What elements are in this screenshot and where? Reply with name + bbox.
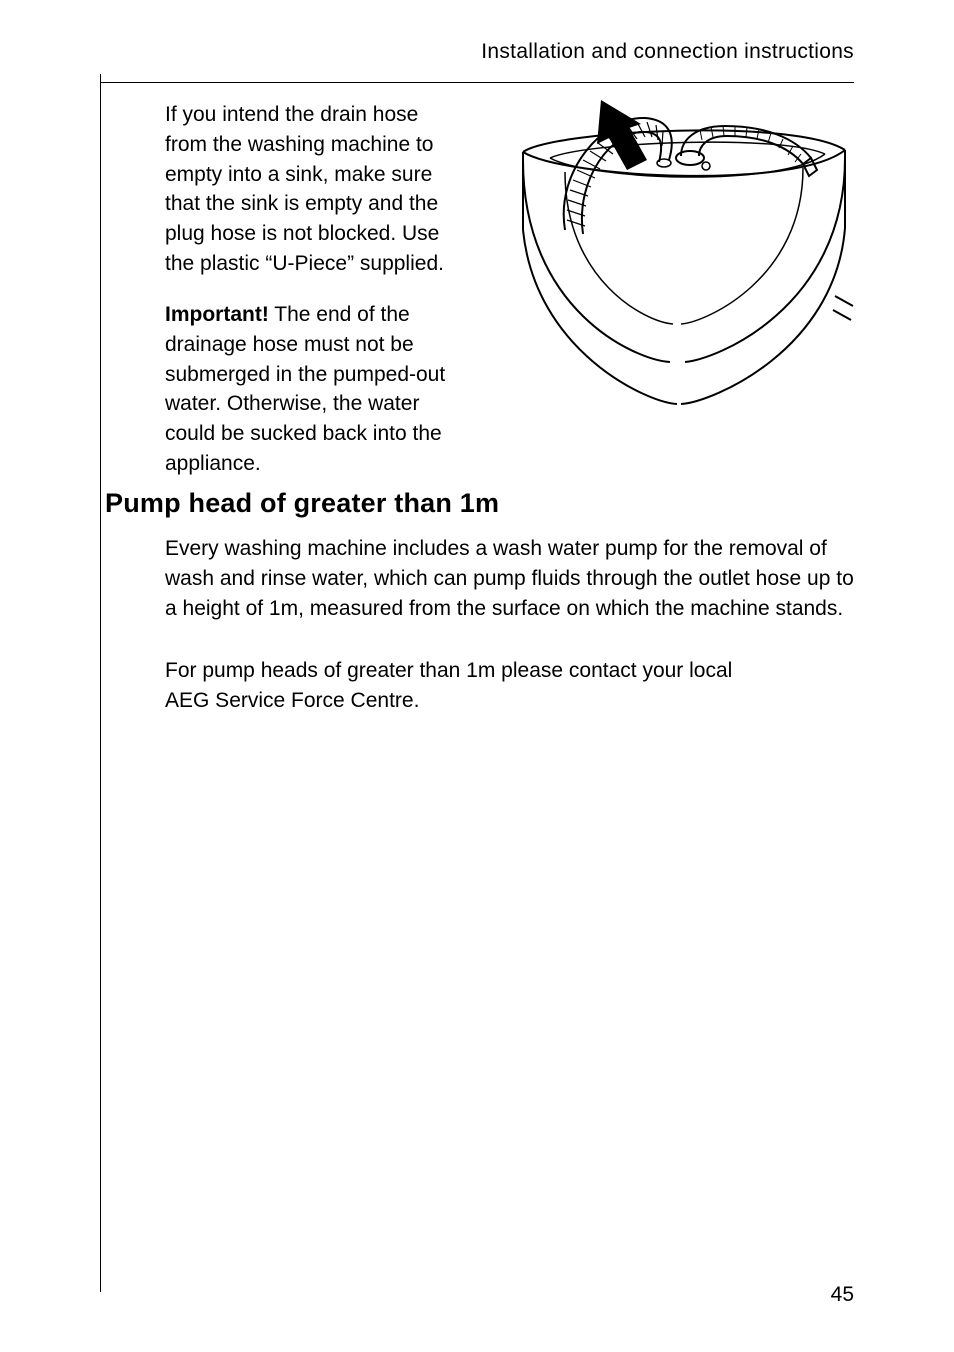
sink-diagram-icon: [495, 100, 860, 430]
paragraph-pump-info: Every washing machine includes a wash wa…: [165, 534, 855, 623]
paragraph-drain-hose: If you intend the drain hose from the wa…: [165, 100, 465, 279]
page-number: 45: [831, 1283, 854, 1307]
section-heading: Pump head of greater than 1m: [105, 488, 499, 519]
header-rule: [100, 82, 854, 83]
important-text: The end of the drainage hose must not be…: [165, 303, 445, 475]
important-label: Important!: [165, 303, 269, 326]
paragraph-contact: For pump heads of greater than 1m please…: [165, 656, 855, 716]
page: Installation and connection instructions…: [0, 0, 954, 1352]
running-header: Installation and connection instructions: [100, 40, 854, 64]
paragraph-important: Important! The end of the drainage hose …: [165, 300, 465, 479]
left-margin-rule: [100, 74, 101, 1292]
